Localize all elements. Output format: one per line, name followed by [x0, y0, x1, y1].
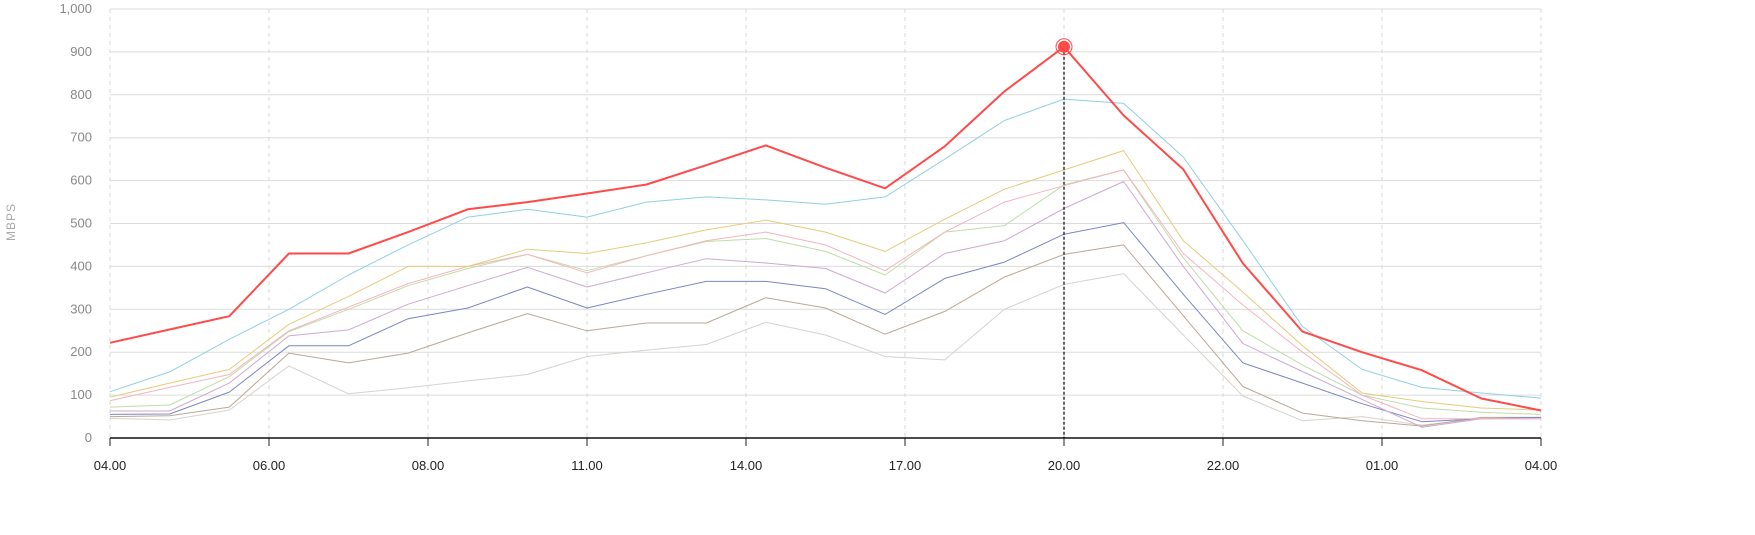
hover-indicator [1055, 38, 1073, 438]
y-tick-label: 300 [70, 301, 92, 316]
grid [109, 8, 1542, 438]
x-axis-ticks: 04.00 06.00 08.00 11.00 14.00 17.00 20.00 22.00… [94, 437, 1558, 473]
series-line-3[interactable] [109, 169, 1541, 420]
y-tick-label: 900 [70, 44, 92, 59]
series-line-0[interactable] [109, 45, 1542, 412]
x-tick-label: 14.00 [730, 458, 763, 473]
y-axis-label: MBPS [4, 203, 18, 241]
series-line-1[interactable] [109, 98, 1542, 399]
x-tick-label: 04.00 [1525, 458, 1558, 473]
y-tick-label: 500 [70, 216, 92, 231]
series-line-6[interactable] [109, 222, 1542, 423]
x-tick-label: 01.00 [1366, 458, 1399, 473]
x-tick-label: 04.00 [94, 458, 127, 473]
hover-point[interactable] [1058, 40, 1070, 53]
series-line-2[interactable] [109, 150, 1542, 411]
x-tick-label: 11.00 [571, 458, 603, 473]
x-tick-label: 22.00 [1207, 458, 1240, 473]
x-tick-label: 08.00 [412, 458, 445, 473]
y-axis-ticks: 0 100 200 300 400 500 600 700 800 900 1,000 [59, 1, 92, 445]
y-tick-label: 1,000 [59, 1, 92, 16]
series-line-4[interactable] [109, 169, 1542, 415]
y-tick-label: 100 [70, 387, 92, 402]
series-line-8[interactable] [109, 273, 1542, 426]
y-tick-label: 400 [70, 258, 92, 273]
series-line-7[interactable] [109, 244, 1541, 427]
x-tick-label: 20.00 [1048, 458, 1081, 473]
hover-point-ring [1055, 38, 1073, 56]
y-tick-label: 700 [70, 130, 92, 145]
y-tick-label: 800 [70, 87, 92, 102]
y-tick-label: 600 [70, 173, 92, 188]
x-tick-label: 06.00 [253, 458, 286, 473]
series-group [109, 45, 1542, 428]
x-tick-label: 17.00 [889, 458, 922, 473]
series-line-5[interactable] [110, 181, 1541, 428]
y-tick-label: 0 [85, 430, 92, 445]
y-tick-label: 200 [70, 344, 92, 359]
